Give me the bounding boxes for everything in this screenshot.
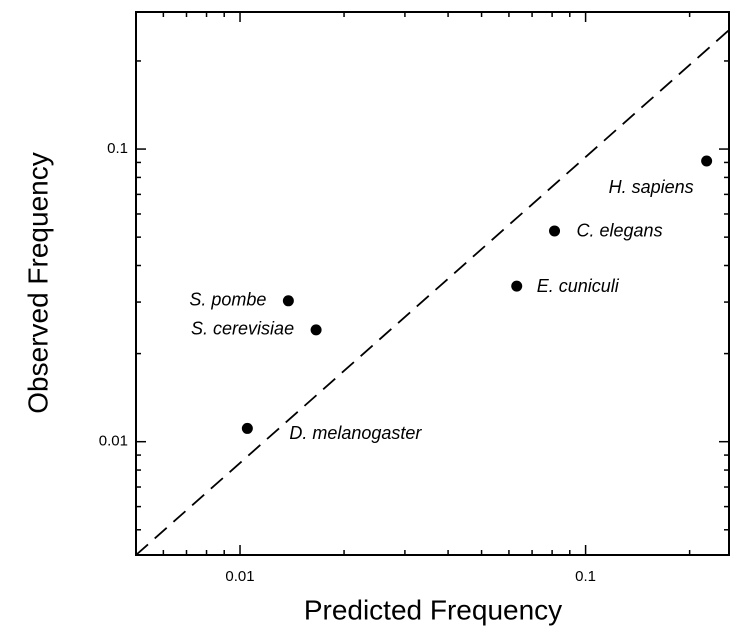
data-point <box>282 295 294 307</box>
data-point <box>310 324 322 336</box>
y-tick-label: 0.01 <box>99 433 128 450</box>
plot-frame <box>135 11 730 556</box>
y-tick-label: 0.1 <box>107 140 128 157</box>
y-axis-label: Observed Frequency <box>22 152 53 413</box>
reference-line <box>135 29 730 556</box>
point-label: S. pombe <box>189 290 266 310</box>
point-label: D. melanogaster <box>289 423 422 443</box>
data-point <box>241 422 253 434</box>
x-tick-label: 0.1 <box>575 568 596 585</box>
point-label: S. cerevisiae <box>191 319 294 339</box>
x-axis-label: Predicted Frequency <box>304 594 562 625</box>
data-point <box>549 225 561 237</box>
x-tick-label: 0.01 <box>225 568 254 585</box>
data-point <box>511 280 523 292</box>
point-label: H. sapiens <box>609 177 694 197</box>
data-point <box>701 155 713 167</box>
point-label: E. cuniculi <box>537 276 620 296</box>
point-label: C. elegans <box>577 221 663 241</box>
